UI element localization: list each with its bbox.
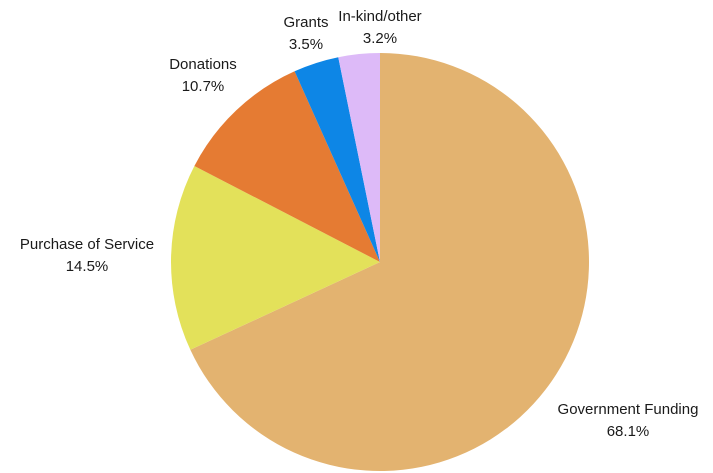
slice-donations bbox=[194, 71, 380, 262]
label-in-kind-other-pct: 3.2% bbox=[363, 30, 397, 47]
label-donations-pct: 10.7% bbox=[182, 78, 225, 95]
label-in-kind-other-name: In-kind/other bbox=[338, 8, 421, 25]
label-purchase-of-service-name: Purchase of Service bbox=[20, 236, 154, 253]
label-grants-pct: 3.5% bbox=[289, 36, 323, 53]
slice-government-funding bbox=[190, 53, 590, 471]
label-purchase-of-service-pct: 14.5% bbox=[66, 258, 109, 275]
slice-purchase-of-service bbox=[171, 165, 380, 350]
pie-labels: Government Funding 68.1% Purchase of Ser… bbox=[20, 8, 699, 440]
slice-grants bbox=[294, 57, 380, 263]
label-donations-name: Donations bbox=[169, 56, 237, 73]
slice-in-kind-other bbox=[338, 53, 380, 262]
label-grants-name: Grants bbox=[283, 14, 328, 31]
label-government-funding-pct: 68.1% bbox=[607, 423, 650, 440]
label-government-funding-name: Government Funding bbox=[558, 401, 699, 418]
pie-slices bbox=[171, 53, 590, 471]
